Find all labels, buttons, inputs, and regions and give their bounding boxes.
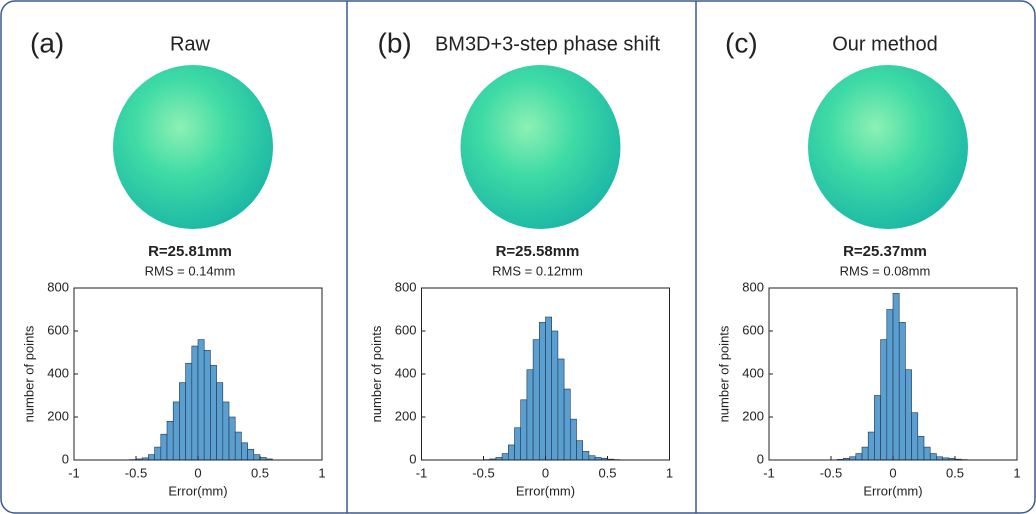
x-tick-label: 0.5 xyxy=(598,465,616,480)
histogram-bar xyxy=(563,388,571,461)
histogram-bar xyxy=(557,358,565,461)
y-tick-label: 0 xyxy=(62,451,69,466)
x-tick-label: 1 xyxy=(666,465,673,480)
panel-title: Our method xyxy=(832,33,938,55)
sphere-render xyxy=(808,65,968,229)
histogram-bar xyxy=(507,444,515,461)
histogram-bar xyxy=(526,369,534,461)
x-tick-label: 0.5 xyxy=(251,465,269,480)
histogram-bar xyxy=(154,446,162,461)
histogram-bar xyxy=(929,453,937,461)
y-axis-label: number of points xyxy=(369,325,384,422)
x-tick-label: 0.5 xyxy=(946,465,964,480)
panel-label: (c) xyxy=(725,27,758,58)
y-tick-label: 600 xyxy=(395,322,417,337)
panel-label: (a) xyxy=(30,27,64,58)
y-tick-label: 200 xyxy=(742,408,764,423)
histogram-bar xyxy=(166,420,174,461)
y-tick-label: 800 xyxy=(742,279,764,294)
histogram-bar xyxy=(247,448,255,461)
panel-label: (b) xyxy=(378,27,412,58)
histogram-bar xyxy=(197,339,205,461)
histogram-bar xyxy=(892,293,900,461)
histogram-bar xyxy=(923,446,931,461)
histogram-bar xyxy=(569,418,577,461)
histogram-bar xyxy=(861,446,869,461)
histogram-bar xyxy=(532,339,540,461)
histogram-bar xyxy=(241,442,248,461)
y-tick-label: 0 xyxy=(757,451,764,466)
sphere-render xyxy=(460,65,621,229)
histogram-bar xyxy=(582,451,590,461)
histogram-bar xyxy=(576,440,583,461)
histogram-bar xyxy=(514,427,521,461)
histogram-bar xyxy=(917,436,925,461)
y-axis-label: number of points xyxy=(21,325,36,422)
histogram-bar xyxy=(210,365,217,461)
panel-title: BM3D+3-step phase shift xyxy=(435,33,661,55)
histogram-bar xyxy=(905,369,912,461)
histogram-bar xyxy=(855,453,863,461)
histogram-bar xyxy=(172,401,180,461)
histogram-bar xyxy=(501,453,509,461)
x-tick-label: -0.5 xyxy=(125,465,147,480)
y-axis-label: number of points xyxy=(716,325,731,422)
x-tick-label: 1 xyxy=(318,465,325,480)
x-tick-label: 0 xyxy=(889,465,896,480)
panel-title: Raw xyxy=(170,33,211,55)
x-tick-label: 0 xyxy=(194,465,201,480)
y-tick-label: 0 xyxy=(409,451,416,466)
rms-caption: RMS = 0.14mm xyxy=(145,263,236,278)
radius-caption: R=25.81mm xyxy=(148,243,232,260)
x-tick-label: 0 xyxy=(542,465,549,480)
histogram-bar xyxy=(911,412,919,461)
sphere-render xyxy=(113,65,273,229)
x-axis-label: Error(mm) xyxy=(516,483,575,498)
radius-caption: R=25.37mm xyxy=(843,243,927,260)
histogram-bar xyxy=(179,382,186,461)
histogram-bar xyxy=(588,455,596,461)
x-tick-label: -1 xyxy=(763,465,775,480)
histogram-bar xyxy=(222,401,230,461)
x-tick-label: -0.5 xyxy=(472,465,494,480)
x-axis-label: Error(mm) xyxy=(863,483,922,498)
y-tick-label: 200 xyxy=(395,408,417,423)
histogram-bar xyxy=(898,322,906,461)
x-tick-label: -0.5 xyxy=(820,465,842,480)
histogram-bar xyxy=(228,416,236,461)
histogram-bar xyxy=(886,309,894,461)
rms-caption: RMS = 0.12mm xyxy=(492,263,583,278)
y-tick-label: 600 xyxy=(742,322,764,337)
histogram-bar xyxy=(160,433,168,461)
histogram-bar xyxy=(216,382,224,461)
y-tick-label: 400 xyxy=(395,365,417,380)
y-tick-label: 200 xyxy=(47,408,69,423)
histogram-bar xyxy=(545,316,552,461)
histogram-bar xyxy=(874,395,881,461)
histogram-bar xyxy=(185,362,193,461)
histogram-bar xyxy=(148,454,155,461)
y-tick-label: 800 xyxy=(395,279,417,294)
histogram-bar xyxy=(551,330,559,461)
rms-caption: RMS = 0.08mm xyxy=(840,263,931,278)
histogram-bar xyxy=(520,399,528,461)
histogram-bar xyxy=(203,350,211,461)
y-tick-label: 800 xyxy=(47,279,69,294)
x-axis-label: Error(mm) xyxy=(168,483,227,498)
x-tick-label: 1 xyxy=(1013,465,1020,480)
y-tick-label: 400 xyxy=(742,365,764,380)
x-tick-label: -1 xyxy=(416,465,428,480)
radius-caption: R=25.58mm xyxy=(496,243,580,260)
histogram-bar xyxy=(234,431,242,461)
y-tick-label: 400 xyxy=(47,365,69,380)
y-tick-label: 600 xyxy=(47,322,69,337)
histogram-bar xyxy=(253,454,261,461)
x-tick-label: -1 xyxy=(68,465,80,480)
histogram-bar xyxy=(538,322,546,461)
histogram-bar xyxy=(880,339,888,461)
histogram-bar xyxy=(867,431,875,461)
histogram-bar xyxy=(191,345,199,461)
